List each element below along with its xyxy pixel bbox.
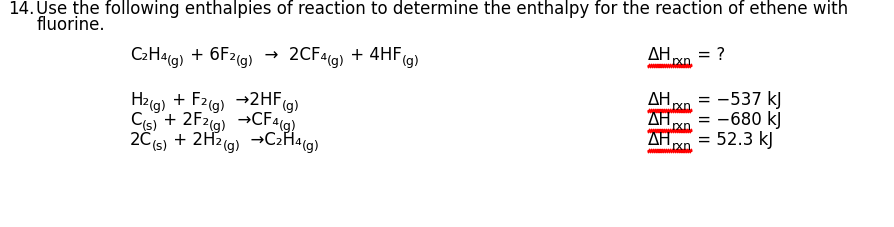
Text: (g): (g) <box>207 100 225 113</box>
Text: Use the following enthalpies of reaction to determine the enthalpy for the react: Use the following enthalpies of reaction… <box>37 0 848 18</box>
Text: ΔH: ΔH <box>647 111 671 129</box>
Text: rxn: rxn <box>671 140 691 153</box>
Text: ΔH: ΔH <box>647 46 671 64</box>
Text: (g): (g) <box>283 100 299 113</box>
Text: fluorine.: fluorine. <box>37 16 105 34</box>
Text: →CF₄: →CF₄ <box>226 111 278 129</box>
Text: C₂H₄: C₂H₄ <box>130 46 167 64</box>
Text: = 52.3 kJ: = 52.3 kJ <box>691 131 772 149</box>
Text: (g): (g) <box>401 55 419 68</box>
Text: (g): (g) <box>302 140 319 153</box>
Text: = ?: = ? <box>691 46 724 64</box>
Text: →2HF: →2HF <box>225 91 283 109</box>
Text: + 4HF: + 4HF <box>344 46 401 64</box>
Text: (g): (g) <box>327 55 344 68</box>
Text: →  2CF₄: → 2CF₄ <box>254 46 327 64</box>
Text: (s): (s) <box>152 140 168 153</box>
Text: (g): (g) <box>167 55 185 68</box>
Text: = −680 kJ: = −680 kJ <box>691 111 780 129</box>
Text: ΔH: ΔH <box>647 131 671 149</box>
Text: + F₂: + F₂ <box>167 91 207 109</box>
Text: (s): (s) <box>141 120 157 133</box>
Text: + 2H₂: + 2H₂ <box>168 131 223 149</box>
Text: →C₂H₄: →C₂H₄ <box>240 131 302 149</box>
Text: 2C: 2C <box>130 131 152 149</box>
Text: + 6F₂: + 6F₂ <box>185 46 236 64</box>
Text: + 2F₂: + 2F₂ <box>157 111 209 129</box>
Text: 14.: 14. <box>8 0 34 18</box>
Text: (g): (g) <box>209 120 226 133</box>
Text: = −537 kJ: = −537 kJ <box>691 91 780 109</box>
Text: rxn: rxn <box>671 100 691 113</box>
Text: C: C <box>130 111 141 129</box>
Text: H₂: H₂ <box>130 91 149 109</box>
Text: (g): (g) <box>223 140 240 153</box>
Text: ΔH: ΔH <box>647 91 671 109</box>
Text: (g): (g) <box>149 100 167 113</box>
Text: (g): (g) <box>278 120 296 133</box>
Text: rxn: rxn <box>671 120 691 133</box>
Text: (g): (g) <box>236 55 254 68</box>
Text: rxn: rxn <box>671 55 691 68</box>
